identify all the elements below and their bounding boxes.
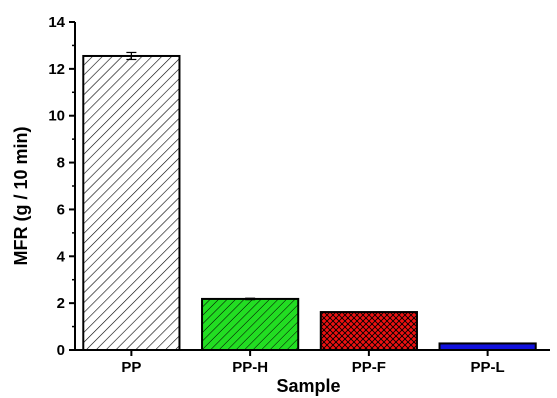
y-axis-label: MFR (g / 10 min) (11, 126, 31, 265)
x-ticks: PP PP-H PP-F PP-L (121, 350, 505, 376)
x-tick-label: PP-H (232, 359, 268, 376)
x-tick-label: PP-L (471, 359, 505, 376)
y-tick-label: 14 (48, 14, 65, 31)
bar-pp (82, 54, 181, 351)
y-tick-label: 12 (48, 61, 65, 78)
bar-pp-l (438, 342, 537, 352)
bar-pp-f (319, 311, 418, 351)
y-tick-label: 6 (57, 201, 65, 218)
y-tick-label: 8 (57, 155, 65, 172)
x-axis-label: Sample (276, 376, 340, 396)
y-tick-label: 4 (57, 248, 66, 265)
y-ticks: 0 2 4 6 8 10 12 14 (48, 14, 75, 359)
bar-pp-h (201, 297, 300, 352)
y-tick-label: 2 (57, 295, 65, 312)
y-tick-label: 0 (57, 342, 65, 359)
y-tick-label: 10 (48, 108, 65, 125)
x-tick-label: PP-F (352, 359, 386, 376)
bars (82, 51, 537, 352)
x-tick-label: PP (121, 359, 141, 376)
